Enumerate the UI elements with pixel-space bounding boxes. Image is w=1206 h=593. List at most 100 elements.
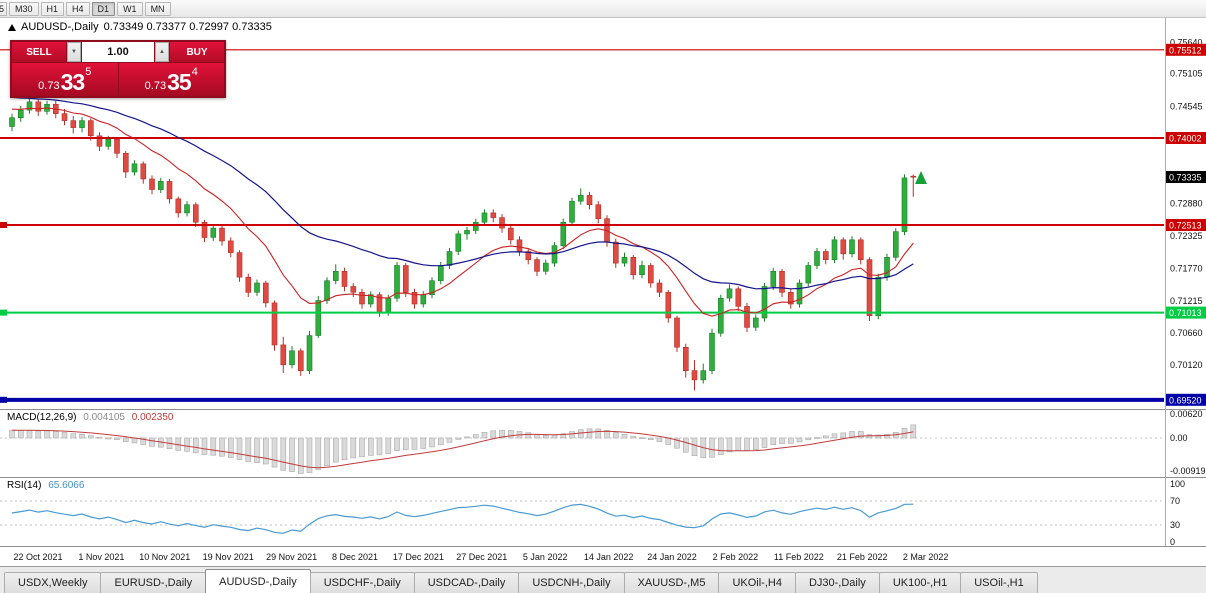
date-axis-label: 19 Nov 2021 <box>203 552 254 562</box>
bull-candle <box>105 139 112 147</box>
macd-histogram-bar <box>630 436 637 439</box>
buy-price-prefix: 0.73 <box>144 80 167 92</box>
macd-histogram-bar <box>201 437 208 455</box>
macd-histogram-bar <box>210 437 217 456</box>
bull-candle <box>569 200 575 223</box>
date-axis-label: 17 Dec 2021 <box>393 552 444 562</box>
volume-increase-button[interactable]: ▲ <box>155 42 169 62</box>
macd-histogram-bar <box>184 437 190 452</box>
chart-tab-eurusd-daily[interactable]: EURUSD-,Daily <box>100 572 207 593</box>
bull-candle <box>717 297 724 334</box>
bull-candle <box>315 300 322 336</box>
chart-ohlc-values: 0.73349 0.73377 0.72997 0.73335 <box>103 21 272 33</box>
macd-histogram-bar <box>26 430 33 439</box>
bear-candle <box>674 317 680 348</box>
bear-candle <box>612 241 619 264</box>
rsi-axis-label: 70 <box>1170 496 1180 506</box>
bear-candle <box>691 370 698 381</box>
macd-histogram-bar <box>717 437 724 455</box>
macd-histogram-bar <box>577 429 584 439</box>
rsi-axis-label: 30 <box>1170 520 1180 530</box>
macd-histogram-bar <box>656 437 663 442</box>
volume-decrease-button[interactable]: ▼ <box>67 42 81 62</box>
current-price-label <box>1166 171 1206 183</box>
macd-histogram-bar <box>682 437 689 453</box>
chart-tab-usdx-weekly[interactable]: USDX,Weekly <box>4 572 102 593</box>
level-line-anchor[interactable] <box>0 221 7 228</box>
sell-price-button[interactable]: 0.73 33 5 <box>12 63 118 96</box>
macd-histogram-bar <box>647 437 654 441</box>
bear-candle <box>534 259 540 272</box>
macd-histogram-bar <box>341 437 348 461</box>
sell-button[interactable]: SELL <box>12 42 66 62</box>
bear-candle <box>866 259 873 317</box>
macd-histogram-bar <box>17 430 24 439</box>
macd-histogram-bar <box>551 434 558 439</box>
bull-candle <box>884 256 890 278</box>
macd-histogram-bar <box>639 437 645 440</box>
bear-candle <box>359 291 365 305</box>
bear-candle <box>201 222 208 238</box>
macd-axis-label: 0.00 <box>1170 433 1188 443</box>
price-axis-tick: 0.70120 <box>1170 360 1203 370</box>
level-price-label-text: 0.72513 <box>1169 221 1202 231</box>
chart-tab-usdchf-daily[interactable]: USDCHF-,Daily <box>309 572 415 593</box>
macd-histogram-bar <box>367 437 374 456</box>
bear-candle <box>149 178 155 190</box>
bear-candle <box>787 291 794 305</box>
chart-tab-usdcnh-daily[interactable]: USDCNH-,Daily <box>518 572 625 593</box>
bull-candle <box>385 297 392 313</box>
buy-price-pip-digit: 4 <box>191 66 198 78</box>
chart-tab-audusd-daily[interactable]: AUDUSD-,Daily <box>205 569 311 593</box>
macd-histogram-bar <box>472 434 479 439</box>
bear-candle <box>193 204 199 223</box>
macd-histogram-bar <box>542 434 549 439</box>
chart-tab-usdcad-daily[interactable]: USDCAD-,Daily <box>413 572 520 593</box>
bull-candle <box>131 163 138 173</box>
bull-candle <box>324 280 330 301</box>
macd-histogram-bar <box>481 431 488 439</box>
chart-tab-dj30-daily[interactable]: DJ30-,Daily <box>794 572 880 593</box>
timeframe-button-m5-partial[interactable]: 5 <box>0 1 7 16</box>
bull-candle <box>9 117 15 127</box>
timeframe-button-h4[interactable]: H4 <box>66 1 90 16</box>
macd-histogram-bar <box>595 428 602 439</box>
macd-histogram-bar <box>814 437 820 439</box>
level-line-anchor[interactable] <box>0 309 7 316</box>
bear-candle <box>857 239 864 261</box>
chart-tab-usoil-h1[interactable]: USOil-,H1 <box>960 572 1038 593</box>
current-price-label-text: 0.73335 <box>1169 173 1202 183</box>
bear-candle <box>586 195 593 205</box>
trade-panel-top-row: SELL ▼ 1.00 ▲ BUY <box>12 42 224 62</box>
date-axis-label: 14 Jan 2022 <box>584 552 634 562</box>
macd-histogram-bar <box>411 437 418 450</box>
buy-price-button[interactable]: 0.73 35 4 <box>118 63 224 96</box>
volume-input[interactable]: 1.00 <box>82 42 154 62</box>
timeframe-button-mn[interactable]: MN <box>144 1 171 16</box>
bear-candle <box>35 101 42 112</box>
bull-candle <box>770 270 777 287</box>
bear-candle <box>735 288 742 307</box>
bull-candle <box>796 282 803 305</box>
chart-tab-ukoil-h4[interactable]: UKOil-,H4 <box>718 572 796 593</box>
macd-histogram-bar <box>420 437 427 449</box>
bear-candle <box>744 306 750 328</box>
macd-histogram-bar <box>761 437 768 448</box>
ma-fast-line <box>11 107 914 317</box>
level-line-anchor[interactable] <box>0 396 7 403</box>
bear-candle <box>262 282 269 304</box>
buy-arrow-marker[interactable] <box>915 171 927 184</box>
bear-candle <box>228 240 234 253</box>
level-price-label <box>1166 306 1206 319</box>
macd-histogram-bar <box>709 437 715 458</box>
timeframe-button-d1[interactable]: D1 <box>91 1 116 16</box>
chart-tab-xauusd-m5[interactable]: XAUUSD-,M5 <box>623 572 720 593</box>
macd-histogram-bar <box>796 437 803 443</box>
timeframe-button-w1[interactable]: W1 <box>117 1 143 16</box>
bear-candle <box>779 270 785 293</box>
timeframe-button-m30[interactable]: M30 <box>9 1 39 16</box>
buy-button[interactable]: BUY <box>170 42 224 62</box>
chart-tab-uk100-h1[interactable]: UK100-,H1 <box>878 572 962 593</box>
timeframe-button-h1[interactable]: H1 <box>40 1 65 16</box>
